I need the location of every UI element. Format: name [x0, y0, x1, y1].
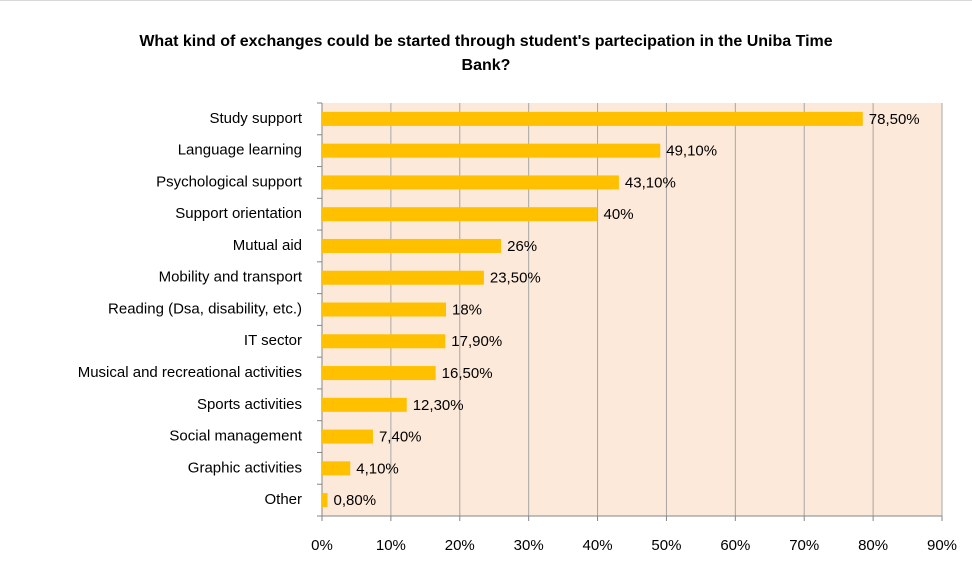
bar — [322, 111, 863, 126]
data-label: 0,80% — [334, 492, 377, 509]
bar — [322, 397, 407, 412]
data-label: 43,10% — [625, 174, 676, 191]
bar — [322, 366, 436, 381]
y-tick-label: Psychological support — [156, 173, 303, 190]
bar — [322, 302, 446, 317]
x-tick-label: 90% — [927, 537, 957, 554]
bar — [322, 334, 446, 349]
y-tick-label: Support orientation — [175, 205, 302, 222]
y-tick-label: Language learning — [178, 142, 302, 159]
y-tick-label: Sports activities — [197, 396, 302, 413]
x-tick-label: 70% — [789, 537, 819, 554]
data-label: 78,50% — [869, 111, 920, 128]
y-tick-label: Mutual aid — [233, 237, 302, 254]
x-tick-label: 60% — [720, 537, 750, 554]
data-label: 12,30% — [413, 397, 464, 414]
y-tick-label: Musical and recreational activities — [78, 364, 302, 381]
y-tick-label: Social management — [169, 428, 302, 445]
bar — [322, 143, 661, 158]
data-label: 18% — [452, 301, 482, 318]
data-label: 26% — [507, 238, 537, 255]
data-label: 49,10% — [666, 143, 717, 160]
top-border — [0, 0, 972, 1]
data-label: 16,50% — [442, 365, 493, 382]
y-tick-label: Study support — [209, 110, 302, 127]
bar — [322, 175, 619, 190]
data-label: 7,40% — [379, 429, 422, 446]
data-label: 17,90% — [451, 333, 502, 350]
chart-title: What kind of exchanges could be started … — [139, 33, 833, 74]
bar — [322, 238, 502, 253]
y-tick-label: Graphic activities — [188, 459, 302, 476]
x-tick-label: 40% — [583, 537, 613, 554]
y-tick-label: Mobility and transport — [159, 269, 303, 286]
x-tick-label: 20% — [445, 537, 475, 554]
bar — [322, 461, 351, 476]
data-label: 40% — [604, 206, 634, 223]
y-tick-label: IT sector — [244, 332, 302, 349]
bar — [322, 207, 598, 222]
x-tick-label: 0% — [311, 537, 333, 554]
x-tick-label: 50% — [651, 537, 681, 554]
bar — [322, 429, 373, 444]
y-tick-label: Reading (Dsa, disability, etc.) — [108, 300, 302, 317]
y-tick-label: Other — [264, 491, 302, 508]
title-container: What kind of exchanges could be started … — [0, 30, 972, 78]
x-tick-label: 80% — [858, 537, 888, 554]
bar — [322, 493, 328, 508]
x-tick-label: 10% — [376, 537, 406, 554]
data-label: 23,50% — [490, 270, 541, 287]
bar — [322, 270, 484, 285]
x-tick-label: 30% — [514, 537, 544, 554]
data-label: 4,10% — [356, 460, 399, 477]
